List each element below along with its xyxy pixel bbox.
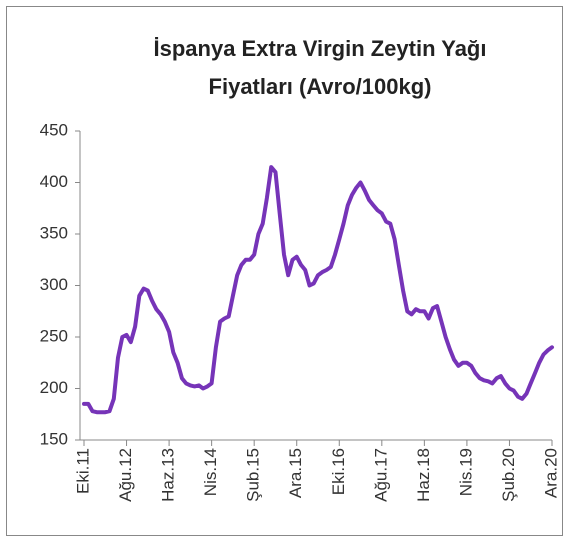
y-tick-label: 200 bbox=[40, 378, 68, 397]
x-tick-label: Ağu.12 bbox=[116, 448, 135, 502]
chart-border bbox=[6, 6, 563, 536]
y-tick-label: 350 bbox=[40, 223, 68, 242]
y-tick-label: 450 bbox=[40, 120, 68, 139]
x-tick-label: Eki.11 bbox=[73, 448, 92, 494]
x-tick-label: Haz.18 bbox=[414, 448, 433, 502]
x-tick-label: Ara.20 bbox=[541, 448, 560, 498]
x-tick-label: Şub.15 bbox=[244, 448, 263, 502]
x-tick-label: Nis.19 bbox=[456, 448, 475, 496]
x-tick-label: Haz.13 bbox=[159, 448, 178, 502]
line-series bbox=[82, 165, 554, 415]
chart-title: İspanya Extra Virgin Zeytin Yağı Fiyatla… bbox=[153, 36, 487, 99]
y-tick-label: 400 bbox=[40, 172, 68, 191]
x-tick-label: Nis.14 bbox=[201, 448, 220, 496]
x-tick-label: Eki.16 bbox=[329, 448, 348, 495]
x-tick-label: Ağu.17 bbox=[371, 448, 390, 502]
y-tick-label: 250 bbox=[40, 326, 68, 345]
y-tick-label: 150 bbox=[40, 429, 68, 448]
y-tick-label: 300 bbox=[40, 275, 68, 294]
x-tick-label: Şub.20 bbox=[499, 448, 518, 502]
x-tick-label: Ara.15 bbox=[286, 448, 305, 498]
